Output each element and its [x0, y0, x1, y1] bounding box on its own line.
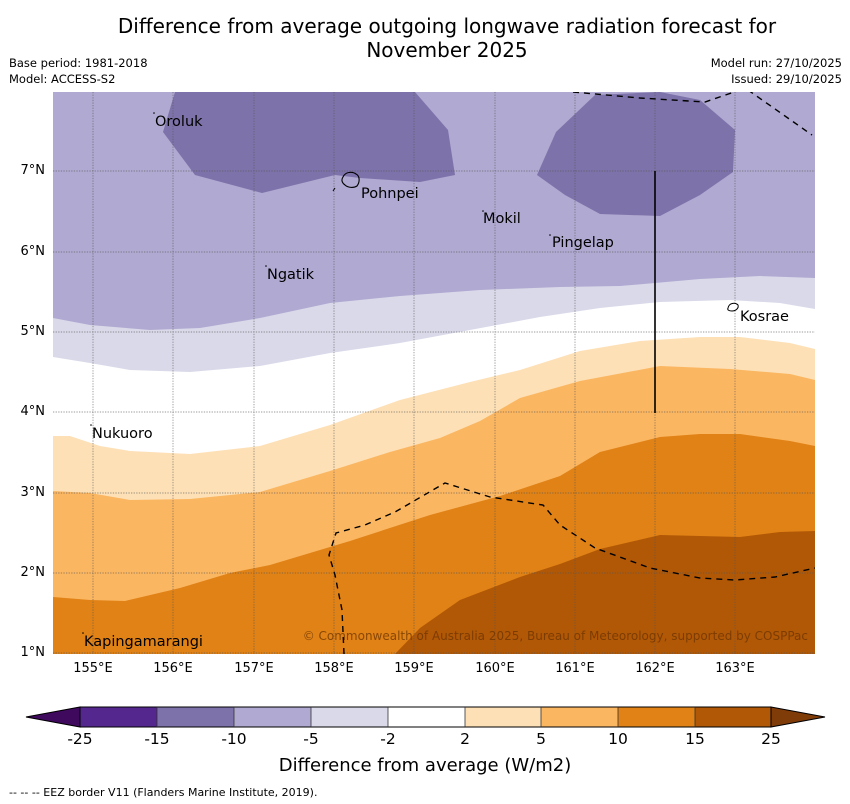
band-neg15-neg10-west — [163, 92, 455, 193]
copyright-notice: © Commonwealth of Australia 2025, Bureau… — [303, 629, 808, 643]
eez-border-northeast — [749, 92, 813, 136]
colorbar-extend-low — [25, 706, 81, 728]
eez-borders — [328, 92, 815, 654]
y-tick-label: 5°N — [20, 324, 46, 339]
x-tick-label: 159°E — [394, 661, 434, 676]
x-tick-label: 162°E — [635, 661, 675, 676]
colorbar-bin-pos10-pos15 — [618, 707, 695, 727]
colorbar-bin-pos5-pos10 — [541, 707, 618, 727]
mokil-marker — [482, 210, 484, 212]
x-tick-label: 160°E — [475, 661, 515, 676]
title-line-2: November 2025 — [366, 38, 528, 62]
pohnpei-island-outline — [341, 171, 360, 188]
place-labels: Oroluk Pohnpei Mokil Pingelap Ngatik Kos… — [82, 112, 789, 650]
eez-border-south — [328, 482, 815, 654]
colorbar — [25, 706, 826, 728]
y-tick-label: 3°N — [20, 485, 46, 500]
colorbar-extend-high — [770, 706, 826, 728]
y-tick-label: 2°N — [20, 565, 46, 580]
place-label-kosrae: Kosrae — [740, 309, 789, 325]
colorbar-tick-label: -5 — [303, 730, 319, 748]
colorbar-bin-neg2-pos2 — [388, 707, 465, 727]
colorbar-bin-pos15-pos25 — [695, 707, 771, 727]
oroluk-marker — [153, 112, 155, 114]
place-label-oroluk: Oroluk — [155, 114, 203, 130]
colorbar-tick-label: 5 — [536, 730, 546, 748]
colorbar-bin-neg15-neg10 — [157, 707, 234, 727]
place-label-ngatik: Ngatik — [267, 267, 315, 283]
x-tick-label: 163°E — [715, 661, 755, 676]
colorbar-tick-label: -2 — [380, 730, 396, 748]
x-tick-label: 157°E — [234, 661, 274, 676]
base-period: Base period: 1981-2018 — [9, 56, 148, 70]
x-tick-label: 158°E — [314, 661, 354, 676]
place-label-mokil: Mokil — [483, 211, 521, 227]
map-area: Oroluk Pohnpei Mokil Pingelap Ngatik Kos… — [53, 92, 815, 654]
model-run: Model run: 27/10/2025 — [710, 56, 842, 70]
colorbar-tick-label: 2 — [460, 730, 470, 748]
place-label-pohnpei: Pohnpei — [361, 186, 419, 202]
meta-right: Model run: 27/10/2025 Issued: 29/10/2025 — [711, 55, 842, 87]
colorbar-title: Difference from average (W/m2) — [278, 755, 572, 776]
y-tick-label: 4°N — [20, 404, 46, 419]
colorbar-tick-label: 10 — [608, 730, 628, 748]
meta-left: Base period: 1981-2018 Model: ACCESS-S2 — [9, 55, 148, 87]
colorbar-tick-label: -25 — [67, 730, 93, 748]
colorbar-tick-label: 25 — [761, 730, 781, 748]
x-tick-label: 156°E — [153, 661, 193, 676]
eez-legend-note: -- -- -- EEZ border V11 (Flanders Marine… — [9, 786, 318, 799]
colorbar-tick-label: -10 — [221, 730, 247, 748]
colorbar-outline — [79, 706, 772, 728]
issued-date: Issued: 29/10/2025 — [731, 72, 842, 86]
y-tick-label: 6°N — [20, 244, 46, 259]
ngatik-marker — [265, 265, 267, 267]
eez-border-north — [572, 92, 737, 103]
colorbar-dividers — [156, 707, 696, 727]
nukuoro-marker — [90, 424, 92, 426]
y-tick-label: 7°N — [20, 163, 46, 178]
x-tick-label: 161°E — [555, 661, 595, 676]
colorbar-bin-neg25-neg15 — [80, 707, 157, 727]
band-neg15-neg10-east — [537, 92, 735, 216]
colorbar-bin-neg5-neg2 — [311, 707, 388, 727]
y-tick-label: 1°N — [20, 645, 46, 660]
colorbar-bin-neg10-neg5 — [234, 707, 311, 727]
colorbar-tick-label: 15 — [685, 730, 705, 748]
chart-title: Difference from average outgoing longwav… — [0, 14, 850, 62]
title-line-1: Difference from average outgoing longwav… — [117, 14, 777, 38]
x-tick-label: 155°E — [73, 661, 113, 676]
place-label-kapingamarangi: Kapingamarangi — [84, 634, 203, 650]
kapingamarangi-marker — [82, 632, 84, 634]
band-pos15-pos25 — [395, 531, 815, 654]
colorbar-tick-label: -15 — [144, 730, 170, 748]
colorbar-bin-pos2-pos5 — [465, 707, 541, 727]
model-name: Model: ACCESS-S2 — [9, 72, 116, 86]
place-label-pingelap: Pingelap — [552, 235, 614, 251]
pingelap-marker — [549, 234, 551, 236]
kosrae-island-outline — [727, 302, 739, 312]
pohnpei-reef-mark — [332, 187, 336, 192]
place-label-nukuoro: Nukuoro — [92, 426, 153, 442]
